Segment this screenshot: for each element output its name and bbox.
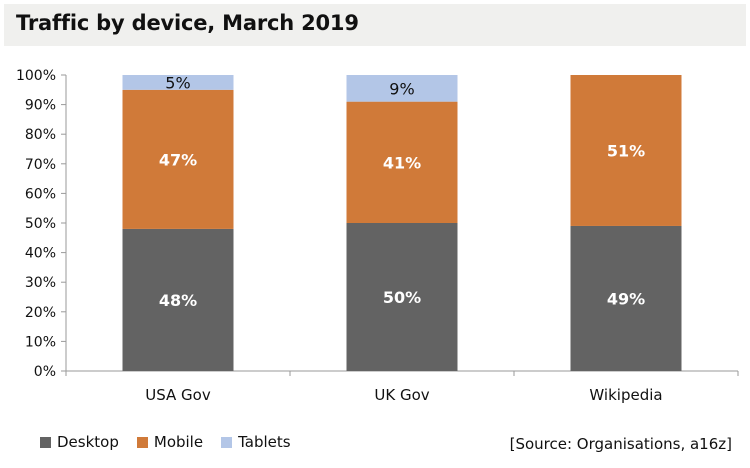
- legend-swatch-tablets: [221, 436, 233, 448]
- bar-desktop-usa-gov: [122, 228, 234, 371]
- y-tick-label: 30%: [25, 275, 56, 291]
- data-label: 48%: [159, 291, 197, 310]
- bar-desktop-wikipedia: [570, 225, 682, 371]
- title-bar: Traffic by device, March 2019: [4, 4, 746, 46]
- legend-item-mobile: Mobile: [136, 433, 204, 451]
- data-label: 50%: [383, 288, 421, 307]
- y-tick-label: 10%: [25, 334, 56, 350]
- y-tick-label: 70%: [25, 157, 56, 173]
- data-label: 47%: [159, 150, 197, 169]
- bar-mobile-uk-gov: [346, 101, 458, 223]
- bar-desktop-uk-gov: [346, 223, 458, 371]
- source-note: [Source: Organisations, a16z]: [509, 435, 732, 453]
- y-tick-label: 40%: [25, 246, 56, 262]
- y-tick-label: 0%: [34, 364, 56, 380]
- data-label: 51%: [607, 141, 645, 160]
- bar-mobile-wikipedia: [570, 75, 682, 226]
- y-tick-label: 20%: [25, 305, 56, 321]
- x-category-label: Wikipedia: [589, 386, 662, 404]
- legend-swatch-mobile: [136, 436, 148, 448]
- x-category-label: UK Gov: [374, 386, 429, 404]
- legend-label-tablets: Tablets: [238, 433, 291, 451]
- y-tick-label: 80%: [25, 127, 56, 143]
- legend-item-tablets: Tablets: [221, 433, 291, 451]
- data-label: 49%: [607, 289, 645, 308]
- y-tick-label: 50%: [25, 216, 56, 232]
- legend-label-desktop: Desktop: [57, 433, 119, 451]
- bar-tablets-uk-gov: [346, 75, 458, 102]
- legend-label-mobile: Mobile: [153, 433, 204, 451]
- legend: Desktop Mobile Tablets: [40, 433, 291, 451]
- chart-title: Traffic by device, March 2019: [16, 11, 359, 35]
- data-label: 5%: [165, 73, 190, 92]
- y-tick-label: 90%: [25, 98, 56, 114]
- data-label: 41%: [383, 153, 421, 172]
- x-category-label: USA Gov: [145, 386, 211, 404]
- legend-swatch-desktop: [40, 436, 51, 448]
- bar-tablets-usa-gov: [122, 75, 234, 90]
- data-label: 9%: [389, 79, 414, 98]
- y-tick-label: 60%: [25, 186, 56, 202]
- bar-mobile-usa-gov: [122, 89, 234, 229]
- legend-item-desktop: Desktop: [40, 433, 119, 451]
- y-tick-label: 100%: [16, 68, 56, 84]
